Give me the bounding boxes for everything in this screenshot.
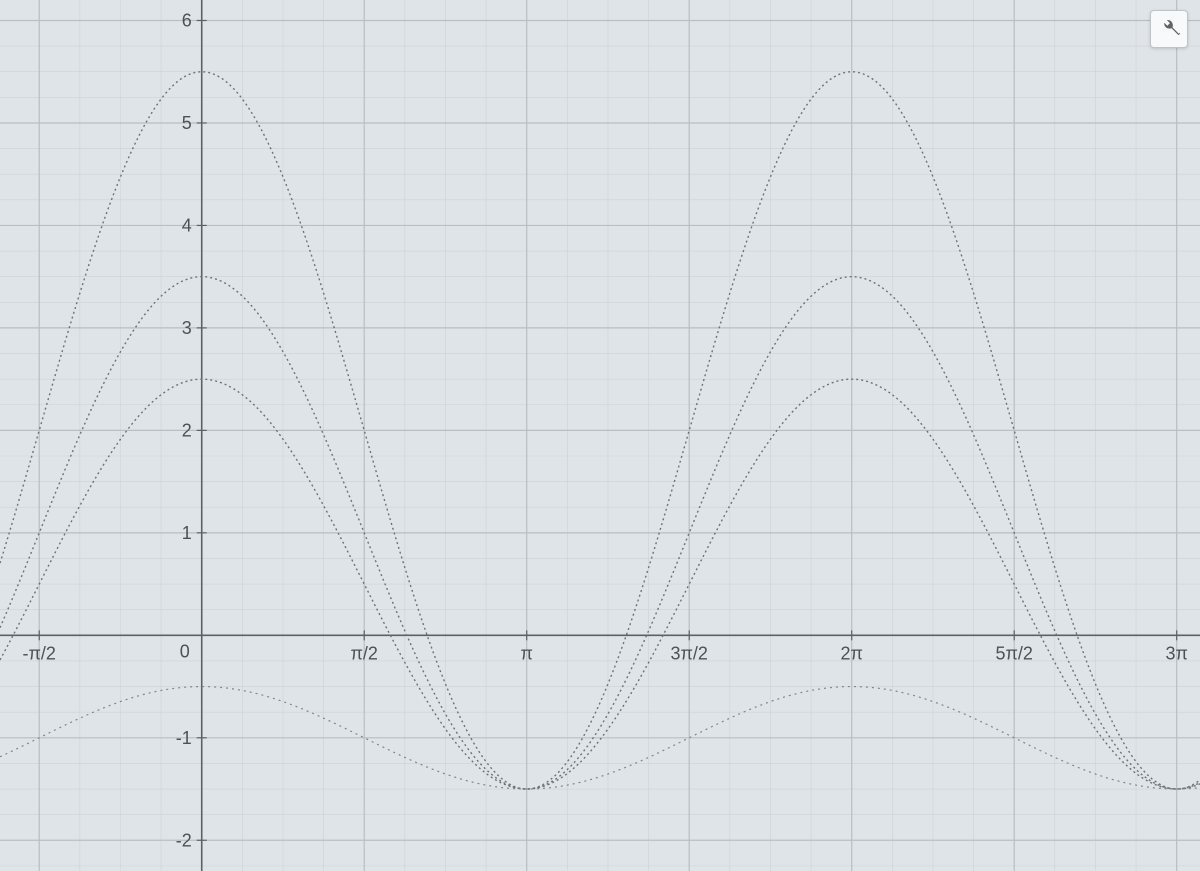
x-tick-label: 3π xyxy=(1165,643,1187,663)
y-tick-label: 3 xyxy=(182,318,192,338)
y-tick-label: 1 xyxy=(182,523,192,543)
y-tick-label: -2 xyxy=(176,830,192,850)
y-tick-label: 0 xyxy=(180,641,190,661)
y-tick-label: 6 xyxy=(182,10,192,30)
wrench-icon xyxy=(1158,16,1180,43)
y-tick-label: 2 xyxy=(182,420,192,440)
x-tick-label: 5π/2 xyxy=(995,643,1032,663)
x-tick-label: 2π xyxy=(840,643,862,663)
y-tick-label: 4 xyxy=(182,215,192,235)
y-tick-label: 5 xyxy=(182,113,192,133)
y-tick-label: -1 xyxy=(176,728,192,748)
x-tick-label: -π/2 xyxy=(23,643,56,663)
x-tick-label: 3π/2 xyxy=(670,643,707,663)
x-tick-label: π xyxy=(521,643,533,663)
x-tick-label: π/2 xyxy=(351,643,378,663)
settings-button[interactable] xyxy=(1150,10,1188,48)
function-graph[interactable]: -2 -1 0 1 2 3 4 5 6 -π/2 π/2 π 3π/2 2π 5π/2 3π xyxy=(0,0,1200,871)
